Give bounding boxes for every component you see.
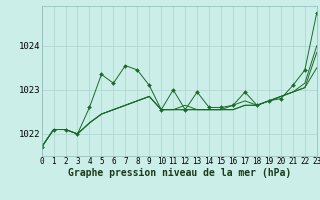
X-axis label: Graphe pression niveau de la mer (hPa): Graphe pression niveau de la mer (hPa) — [68, 168, 291, 178]
